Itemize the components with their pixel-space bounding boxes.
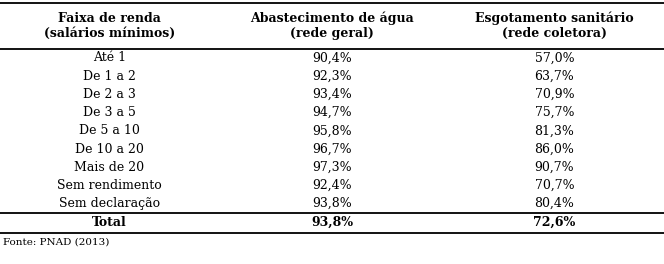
Text: 70,9%: 70,9% — [535, 88, 574, 101]
Text: De 3 a 5: De 3 a 5 — [83, 106, 136, 119]
Text: 92,3%: 92,3% — [312, 70, 352, 83]
Text: 94,7%: 94,7% — [312, 106, 352, 119]
Text: Faixa de renda
(salários mínimos): Faixa de renda (salários mínimos) — [44, 12, 175, 40]
Text: Mais de 20: Mais de 20 — [74, 161, 145, 174]
Text: 80,4%: 80,4% — [535, 197, 574, 210]
Text: 90,7%: 90,7% — [535, 161, 574, 174]
Text: 96,7%: 96,7% — [312, 143, 352, 155]
Text: De 2 a 3: De 2 a 3 — [83, 88, 136, 101]
Text: Sem rendimento: Sem rendimento — [57, 179, 162, 192]
Text: 57,0%: 57,0% — [535, 51, 574, 64]
Text: 93,8%: 93,8% — [311, 216, 353, 229]
Text: Fonte: PNAD (2013): Fonte: PNAD (2013) — [3, 238, 110, 247]
Text: 95,8%: 95,8% — [312, 124, 352, 137]
Text: 75,7%: 75,7% — [535, 106, 574, 119]
Text: De 5 a 10: De 5 a 10 — [79, 124, 140, 137]
Text: Até 1: Até 1 — [93, 51, 126, 64]
Text: Abastecimento de água
(rede geral): Abastecimento de água (rede geral) — [250, 12, 414, 40]
Text: Sem declaração: Sem declaração — [59, 197, 160, 210]
Text: 72,6%: 72,6% — [533, 216, 576, 229]
Text: 63,7%: 63,7% — [535, 70, 574, 83]
Text: 70,7%: 70,7% — [535, 179, 574, 192]
Text: 81,3%: 81,3% — [535, 124, 574, 137]
Text: 92,4%: 92,4% — [312, 179, 352, 192]
Text: Total: Total — [92, 216, 127, 229]
Text: 86,0%: 86,0% — [535, 143, 574, 155]
Text: 93,4%: 93,4% — [312, 88, 352, 101]
Text: De 10 a 20: De 10 a 20 — [75, 143, 144, 155]
Text: 97,3%: 97,3% — [312, 161, 352, 174]
Text: 93,8%: 93,8% — [312, 197, 352, 210]
Text: De 1 a 2: De 1 a 2 — [83, 70, 136, 83]
Text: 90,4%: 90,4% — [312, 51, 352, 64]
Text: Esgotamento sanitário
(rede coletora): Esgotamento sanitário (rede coletora) — [475, 12, 633, 40]
